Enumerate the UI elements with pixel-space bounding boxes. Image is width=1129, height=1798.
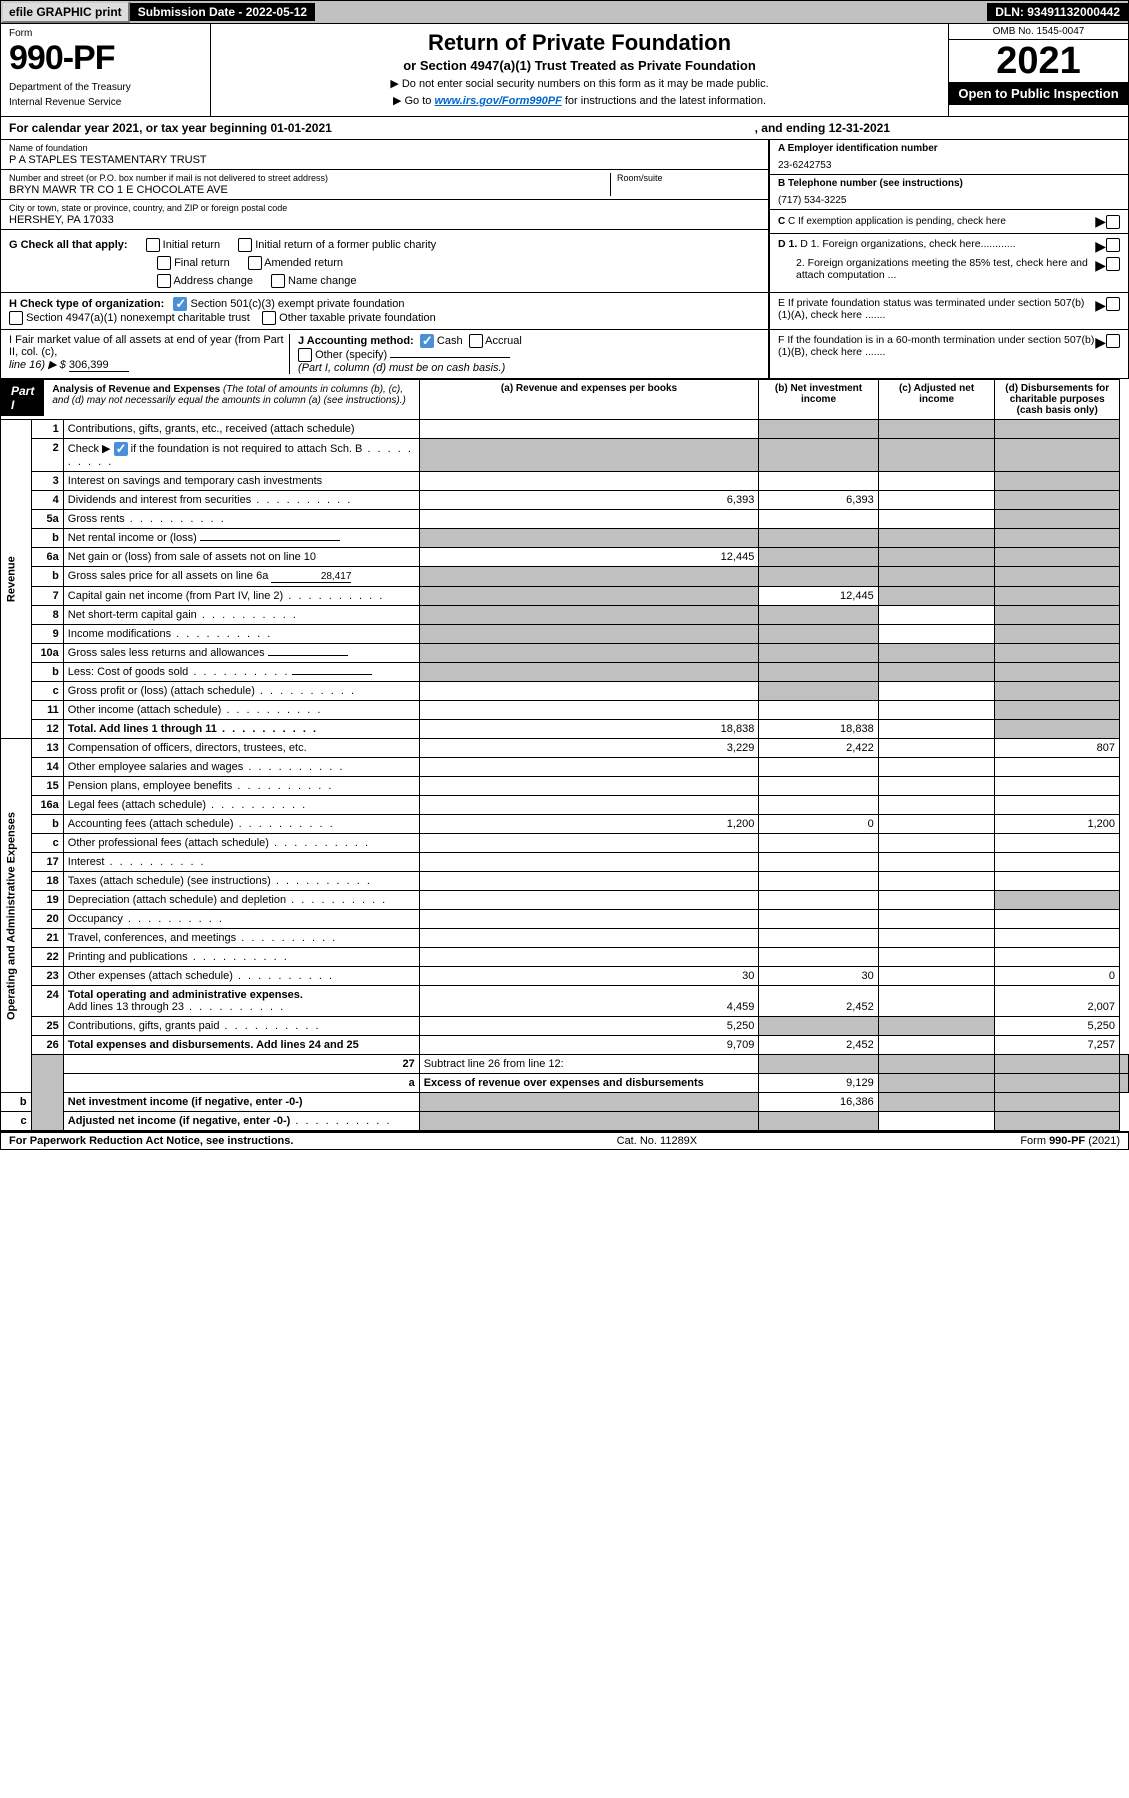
- table-row: 17Interest: [1, 853, 1129, 872]
- table-row: Operating and Administrative Expenses 13…: [1, 739, 1129, 758]
- footer: For Paperwork Reduction Act Notice, see …: [0, 1131, 1129, 1150]
- table-row: bGross sales price for all assets on lin…: [1, 567, 1129, 587]
- table-row: 27Subtract line 26 from line 12:: [1, 1055, 1129, 1074]
- checkbox-d1[interactable]: [1106, 238, 1120, 252]
- e-terminated-cell: E If private foundation status was termi…: [768, 293, 1128, 330]
- table-row: 22Printing and publications: [1, 948, 1129, 967]
- omb-number: OMB No. 1545-0047: [949, 24, 1128, 40]
- dept-treasury: Department of the Treasury: [9, 82, 202, 93]
- table-row: 4Dividends and interest from securities6…: [1, 491, 1129, 510]
- ssn-warning: ▶ Do not enter social security numbers o…: [219, 77, 940, 90]
- d-foreign-cell: D 1. D 1. Foreign organizations, check h…: [768, 234, 1128, 293]
- g-check-row: G Check all that apply: Initial return I…: [1, 234, 768, 293]
- table-row: bLess: Cost of goods sold: [1, 663, 1129, 682]
- revenue-section-label: Revenue: [1, 420, 32, 739]
- open-to-public: Open to Public Inspection: [949, 82, 1128, 105]
- table-row: 15Pension plans, employee benefits: [1, 777, 1129, 796]
- table-row: aExcess of revenue over expenses and dis…: [1, 1074, 1129, 1093]
- phone-cell: B Telephone number (see instructions) (7…: [770, 175, 1128, 210]
- address-cell: Number and street (or P.O. box number if…: [1, 170, 768, 200]
- table-row: 7Capital gain net income (from Part IV, …: [1, 587, 1129, 606]
- checkbox-cash[interactable]: [420, 334, 434, 348]
- table-row: 19Depreciation (attach schedule) and dep…: [1, 891, 1129, 910]
- checkbox-amended-return[interactable]: [248, 256, 262, 270]
- city-cell: City or town, state or province, country…: [1, 200, 768, 230]
- col-d-header: (d) Disbursements for charitable purpose…: [995, 380, 1120, 420]
- col-a-header: (a) Revenue and expenses per books: [419, 380, 759, 420]
- instructions-link-row: ▶ Go to www.irs.gov/Form990PF for instru…: [219, 94, 940, 107]
- table-row: 5aGross rents: [1, 510, 1129, 529]
- form-number: 990-PF: [9, 39, 202, 78]
- instructions-link[interactable]: www.irs.gov/Form990PF: [434, 95, 561, 107]
- table-row: cOther professional fees (attach schedul…: [1, 834, 1129, 853]
- table-row: 21Travel, conferences, and meetings: [1, 929, 1129, 948]
- checkbox-other-taxable[interactable]: [262, 311, 276, 325]
- table-row: 10aGross sales less returns and allowanc…: [1, 644, 1129, 663]
- table-row: bNet investment income (if negative, ent…: [1, 1093, 1129, 1112]
- submission-date: Submission Date - 2022-05-12: [130, 3, 315, 21]
- table-row: 20Occupancy: [1, 910, 1129, 929]
- col-c-header: (c) Adjusted net income: [878, 380, 995, 420]
- dln-label: DLN: 93491132000442: [987, 3, 1128, 21]
- checkbox-c[interactable]: [1106, 215, 1120, 229]
- table-row: bAccounting fees (attach schedule)1,2000…: [1, 815, 1129, 834]
- topbar: efile GRAPHIC print Submission Date - 20…: [0, 0, 1129, 24]
- checkbox-sch-b[interactable]: [114, 442, 128, 456]
- exemption-pending-cell: C C If exemption application is pending,…: [770, 210, 1128, 234]
- table-row: 2Check ▶ if the foundation is not requir…: [1, 439, 1129, 472]
- form-subtitle: or Section 4947(a)(1) Trust Treated as P…: [219, 58, 940, 73]
- ij-row: I Fair market value of all assets at end…: [1, 330, 768, 379]
- table-row: cGross profit or (loss) (attach schedule…: [1, 682, 1129, 701]
- checkbox-f[interactable]: [1106, 334, 1120, 348]
- table-row: 26Total expenses and disbursements. Add …: [1, 1036, 1129, 1055]
- h-check-row: H Check type of organization: Section 50…: [1, 293, 768, 330]
- table-row: 14Other employee salaries and wages: [1, 758, 1129, 777]
- fmv-value: 306,399: [69, 359, 129, 372]
- table-row: 11Other income (attach schedule): [1, 701, 1129, 720]
- part1-label: Part I: [1, 380, 44, 416]
- irs-label: Internal Revenue Service: [9, 97, 202, 108]
- checkbox-name-change[interactable]: [271, 274, 285, 288]
- checkbox-501c3[interactable]: [173, 297, 187, 311]
- checkbox-address-change[interactable]: [157, 274, 171, 288]
- ein-cell: A Employer identification number 23-6242…: [770, 140, 1128, 175]
- checkbox-accrual[interactable]: [469, 334, 483, 348]
- checkbox-d2[interactable]: [1106, 257, 1120, 271]
- table-row: 23Other expenses (attach schedule)30300: [1, 967, 1129, 986]
- tax-year: 2021: [949, 40, 1128, 82]
- form-header: Form 990-PF Department of the Treasury I…: [0, 24, 1129, 117]
- foundation-name-cell: Name of foundation P A STAPLES TESTAMENT…: [1, 140, 768, 170]
- col-b-header: (b) Net investment income: [759, 380, 878, 420]
- opex-section-label: Operating and Administrative Expenses: [1, 739, 32, 1093]
- table-row: cAdjusted net income (if negative, enter…: [1, 1112, 1129, 1131]
- table-row: 18Taxes (attach schedule) (see instructi…: [1, 872, 1129, 891]
- form-title: Return of Private Foundation: [219, 30, 940, 56]
- table-row: 25Contributions, gifts, grants paid5,250…: [1, 1017, 1129, 1036]
- form-ref: Form 990-PF (2021): [1020, 1135, 1120, 1147]
- checkbox-final-return[interactable]: [157, 256, 171, 270]
- part1-table: Part I Analysis of Revenue and Expenses …: [0, 379, 1129, 1131]
- paperwork-notice: For Paperwork Reduction Act Notice, see …: [9, 1135, 293, 1147]
- table-row: 8Net short-term capital gain: [1, 606, 1129, 625]
- calendar-year-row: For calendar year 2021, or tax year begi…: [0, 117, 1129, 140]
- table-row: Revenue 1Contributions, gifts, grants, e…: [1, 420, 1129, 439]
- checkbox-other-method[interactable]: [298, 348, 312, 362]
- checkbox-e[interactable]: [1106, 297, 1120, 311]
- table-row: 3Interest on savings and temporary cash …: [1, 472, 1129, 491]
- f-60month-cell: F If the foundation is in a 60-month ter…: [768, 330, 1128, 379]
- table-row: 16aLegal fees (attach schedule): [1, 796, 1129, 815]
- table-row: 9Income modifications: [1, 625, 1129, 644]
- table-row: bNet rental income or (loss): [1, 529, 1129, 548]
- table-row: 24Total operating and administrative exp…: [1, 986, 1129, 1017]
- efile-print-button[interactable]: efile GRAPHIC print: [1, 1, 130, 23]
- checkbox-initial-former[interactable]: [238, 238, 252, 252]
- checkbox-4947a1[interactable]: [9, 311, 23, 325]
- table-row: 6aNet gain or (loss) from sale of assets…: [1, 548, 1129, 567]
- table-row: 12Total. Add lines 1 through 1118,83818,…: [1, 720, 1129, 739]
- form-word: Form: [9, 28, 202, 39]
- cat-no: Cat. No. 11289X: [617, 1135, 698, 1147]
- checkbox-initial-return[interactable]: [146, 238, 160, 252]
